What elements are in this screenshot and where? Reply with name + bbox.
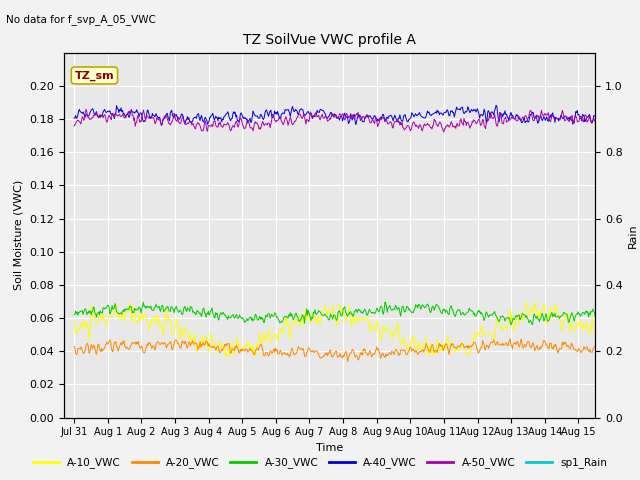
- A-30_VWC: [477, 311, 484, 317]
- Title: TZ SoilVue VWC profile A: TZ SoilVue VWC profile A: [243, 34, 416, 48]
- A-40_VWC: [352, 122, 360, 128]
- A-30_VWC: [413, 302, 421, 308]
- A-40_VWC: [413, 113, 421, 119]
- A-40_VWC: [235, 119, 243, 125]
- A-30_VWC: [235, 314, 243, 320]
- Text: TZ_sm: TZ_sm: [75, 71, 115, 81]
- Line: A-20_VWC: A-20_VWC: [74, 339, 595, 362]
- A-20_VWC: [198, 342, 205, 348]
- Line: A-10_VWC: A-10_VWC: [74, 301, 595, 358]
- sp1_Rain: [476, 415, 483, 420]
- A-40_VWC: [70, 115, 78, 121]
- Line: A-50_VWC: A-50_VWC: [74, 109, 595, 132]
- A-50_VWC: [477, 121, 485, 127]
- sp1_Rain: [412, 415, 420, 420]
- A-30_VWC: [217, 310, 225, 315]
- sp1_Rain: [235, 415, 243, 420]
- A-20_VWC: [541, 339, 549, 345]
- A-50_VWC: [236, 118, 243, 123]
- A-20_VWC: [506, 336, 514, 342]
- A-20_VWC: [217, 348, 225, 354]
- Line: A-40_VWC: A-40_VWC: [74, 105, 595, 125]
- A-40_VWC: [492, 102, 500, 108]
- A-30_VWC: [198, 313, 205, 319]
- Y-axis label: Rain: Rain: [628, 223, 638, 248]
- Text: No data for f_svp_A_05_VWC: No data for f_svp_A_05_VWC: [6, 14, 156, 25]
- sp1_Rain: [591, 415, 599, 420]
- A-40_VWC: [198, 112, 205, 118]
- A-20_VWC: [591, 344, 599, 350]
- A-10_VWC: [198, 339, 205, 345]
- sp1_Rain: [217, 415, 225, 420]
- A-20_VWC: [235, 349, 243, 355]
- A-10_VWC: [217, 341, 225, 347]
- A-10_VWC: [541, 308, 549, 314]
- A-20_VWC: [70, 344, 78, 349]
- A-10_VWC: [413, 346, 421, 352]
- A-30_VWC: [381, 299, 389, 305]
- A-40_VWC: [591, 113, 599, 119]
- A-20_VWC: [413, 350, 421, 356]
- sp1_Rain: [70, 415, 78, 420]
- A-50_VWC: [440, 129, 448, 135]
- Legend: A-10_VWC, A-20_VWC, A-30_VWC, A-40_VWC, A-50_VWC, sp1_Rain: A-10_VWC, A-20_VWC, A-30_VWC, A-40_VWC, …: [29, 453, 611, 472]
- A-50_VWC: [413, 123, 421, 129]
- A-10_VWC: [222, 355, 230, 360]
- sp1_Rain: [540, 415, 548, 420]
- A-50_VWC: [82, 107, 90, 112]
- A-50_VWC: [218, 123, 225, 129]
- A-30_VWC: [507, 322, 515, 328]
- A-10_VWC: [70, 317, 78, 323]
- A-50_VWC: [198, 128, 206, 133]
- Y-axis label: Soil Moisture (VWC): Soil Moisture (VWC): [14, 180, 24, 290]
- A-50_VWC: [70, 123, 78, 129]
- A-40_VWC: [217, 115, 225, 121]
- A-10_VWC: [236, 345, 243, 350]
- A-40_VWC: [477, 112, 484, 118]
- A-30_VWC: [70, 312, 78, 318]
- A-30_VWC: [591, 314, 599, 320]
- X-axis label: Time: Time: [316, 443, 343, 453]
- A-50_VWC: [541, 110, 549, 116]
- A-20_VWC: [477, 347, 484, 352]
- A-10_VWC: [591, 331, 599, 337]
- A-10_VWC: [531, 299, 539, 304]
- Line: A-30_VWC: A-30_VWC: [74, 302, 595, 325]
- A-50_VWC: [591, 119, 599, 124]
- A-30_VWC: [541, 314, 549, 320]
- sp1_Rain: [198, 415, 205, 420]
- A-20_VWC: [344, 359, 351, 365]
- A-40_VWC: [541, 118, 549, 123]
- A-10_VWC: [477, 328, 484, 334]
